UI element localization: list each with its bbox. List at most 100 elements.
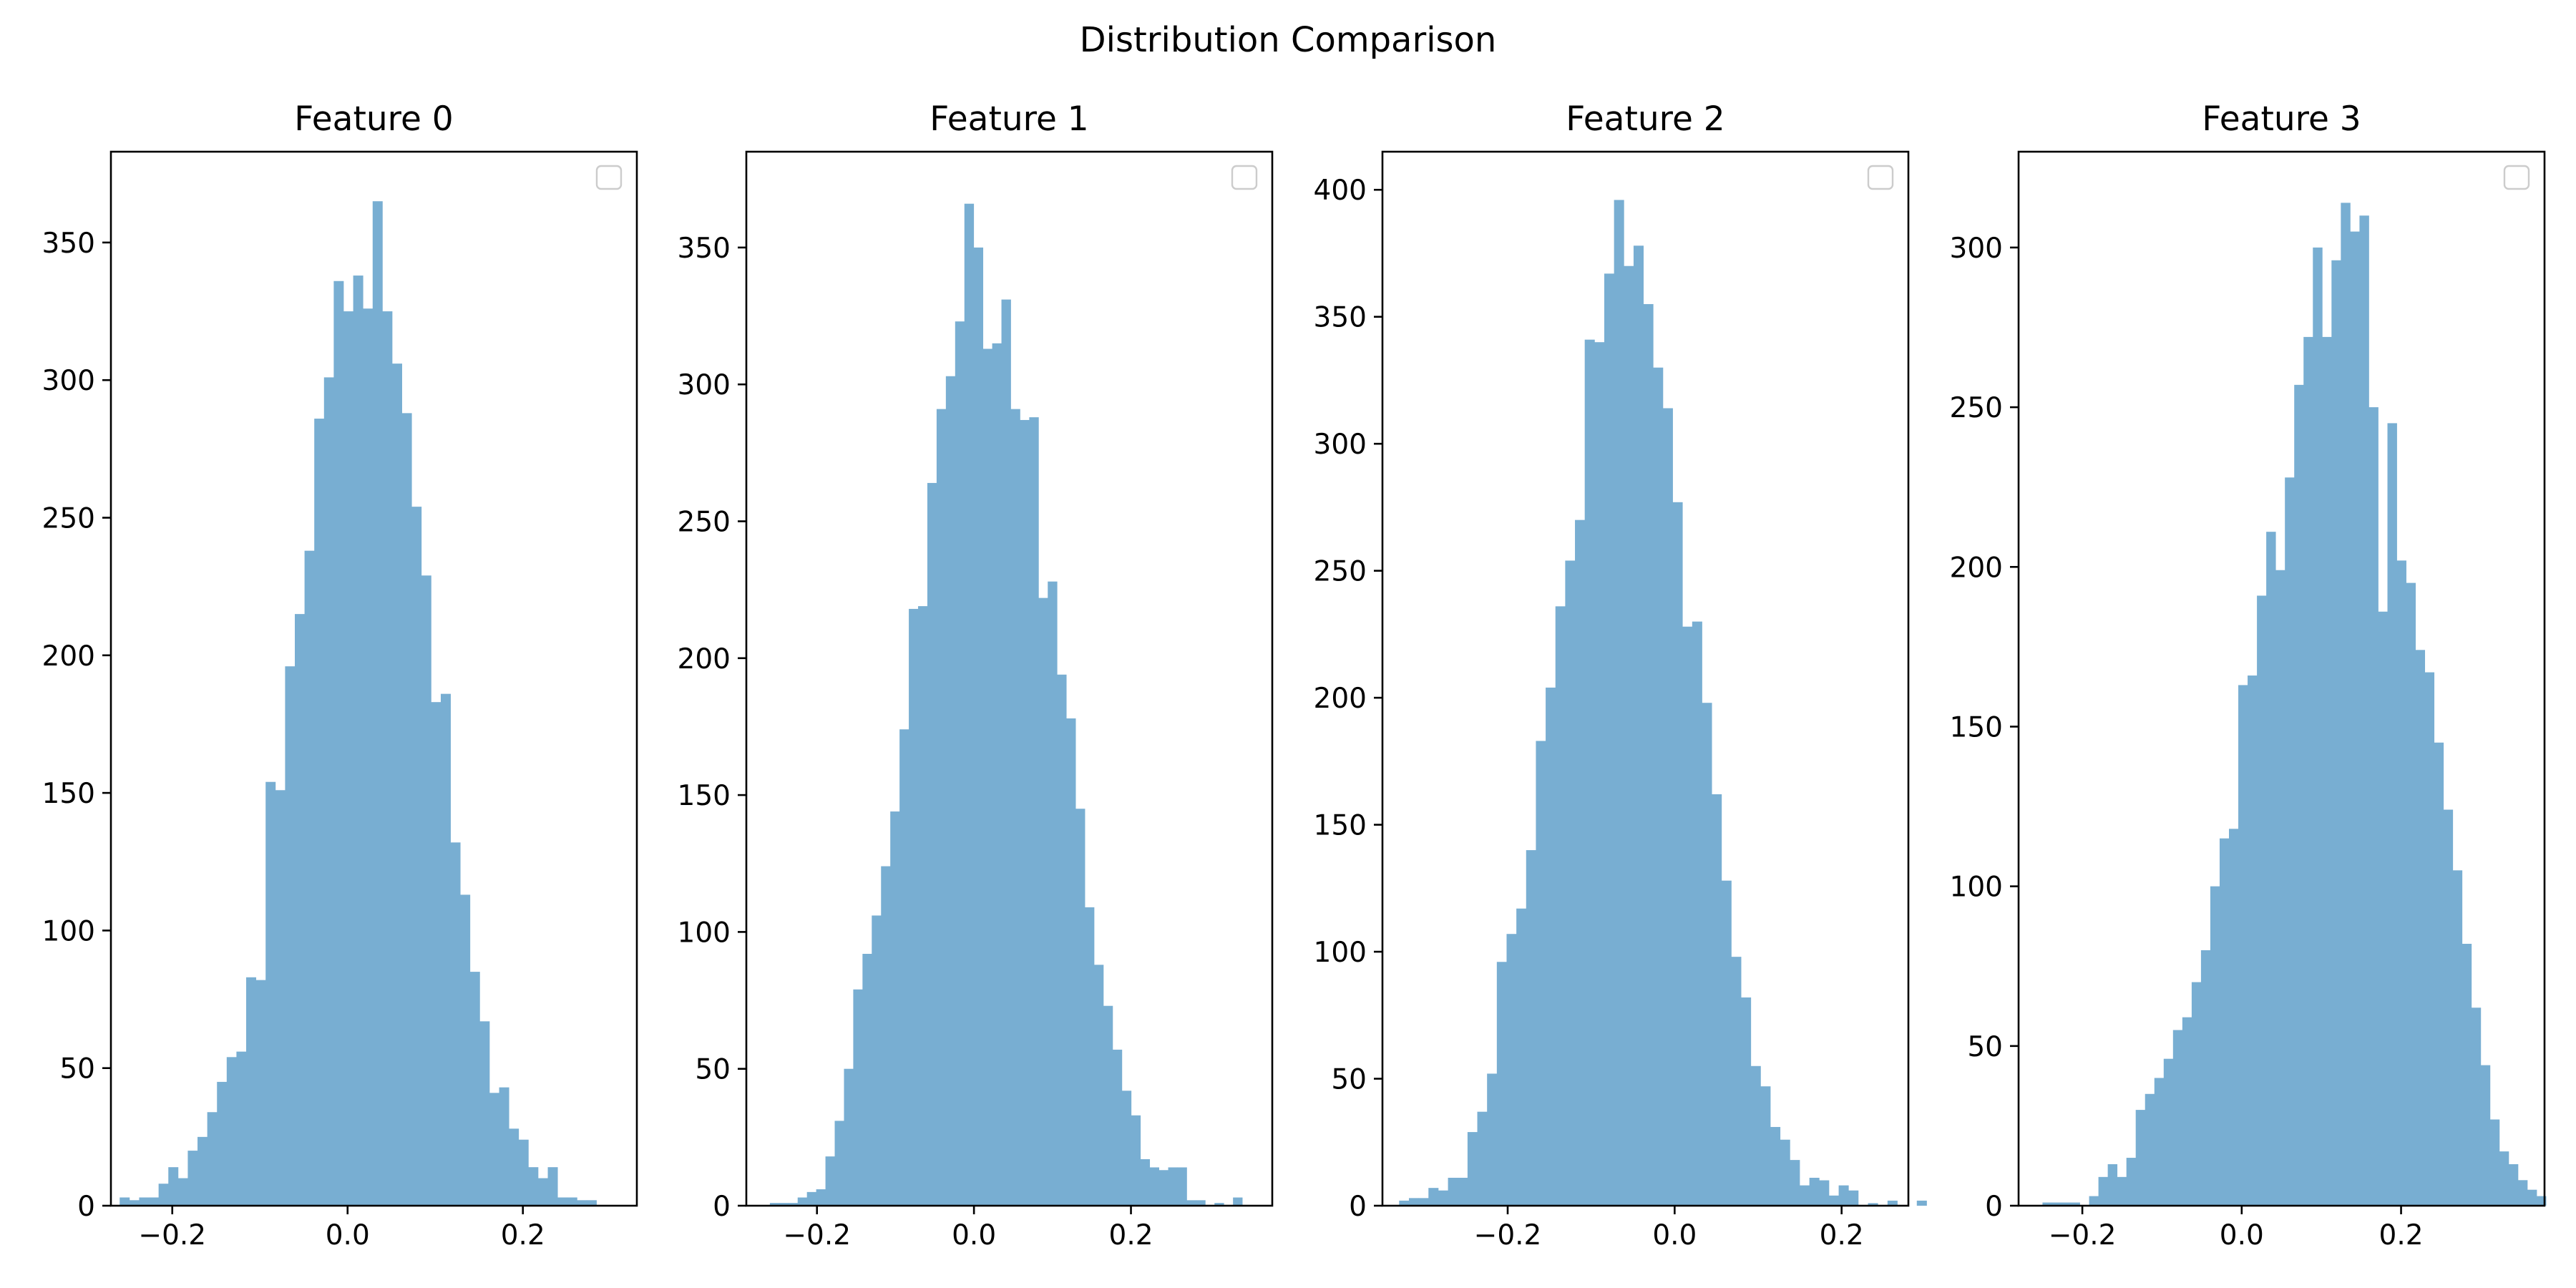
histogram-bar: [1584, 339, 1595, 1206]
histogram-bar: [1546, 687, 1556, 1206]
x-tick-label: −0.2: [783, 1219, 851, 1252]
histogram-bar: [1093, 965, 1104, 1206]
histogram-bar: [1672, 502, 1683, 1206]
x-tick-label: 0.0: [1652, 1219, 1697, 1252]
histogram-bar: [1526, 850, 1536, 1206]
y-tick-label: 50: [695, 1054, 731, 1086]
histogram-bar: [1196, 1200, 1206, 1206]
histogram-bar: [844, 1068, 854, 1206]
histogram-bar: [2182, 1017, 2192, 1206]
histogram-bar: [255, 980, 266, 1206]
histogram-bar: [2172, 1030, 2183, 1206]
histogram-bar: [1048, 581, 1058, 1206]
histogram-bar: [1057, 674, 1067, 1206]
histogram-bar: [236, 1051, 247, 1206]
histogram-bar: [168, 1167, 179, 1206]
y-tick-label: 250: [42, 503, 95, 535]
histogram-bar: [2378, 611, 2388, 1206]
histogram-bar: [197, 1136, 208, 1206]
histogram-bar: [343, 311, 353, 1206]
x-tick-label: 0.2: [1820, 1219, 1864, 1252]
x-tick-label: −0.2: [2049, 1219, 2117, 1252]
y-tick-label: 350: [42, 228, 95, 260]
histogram-bar: [1140, 1158, 1151, 1206]
histogram-bar: [1643, 303, 1654, 1206]
histogram-bar: [2480, 1065, 2491, 1206]
histogram-bar: [1149, 1167, 1159, 1206]
histogram-bar: [1731, 957, 1742, 1206]
histogram-bar: [2424, 672, 2435, 1206]
histogram-bars: [2042, 203, 2547, 1206]
histogram-bar: [2117, 1176, 2127, 1206]
x-tick-label: −0.2: [138, 1219, 206, 1252]
histogram-bar: [2042, 1202, 2052, 1206]
histogram-bar: [246, 977, 257, 1206]
legend-box: [1231, 165, 1258, 190]
histogram-bar: [450, 842, 461, 1206]
histogram-bar: [1868, 1203, 1878, 1206]
histogram-bars: [769, 203, 1243, 1206]
histogram-bar: [862, 954, 872, 1206]
histogram-bar: [2098, 1176, 2109, 1206]
histogram-bar: [769, 1203, 780, 1206]
y-tick-label: 50: [1331, 1064, 1367, 1096]
histogram-bar: [469, 972, 480, 1206]
histogram-bar: [1828, 1195, 1839, 1206]
histogram-bar: [314, 419, 325, 1206]
histogram-bar: [1438, 1190, 1448, 1206]
histogram-bar: [1075, 809, 1085, 1206]
histogram-bar: [440, 693, 451, 1206]
histogram-bar: [2313, 247, 2323, 1206]
histogram-bar: [1712, 794, 1722, 1206]
histogram-bar: [909, 608, 919, 1206]
histogram-bar: [2219, 838, 2230, 1206]
histogram-bar: [992, 343, 1002, 1206]
histogram-bar: [1066, 718, 1076, 1206]
histogram-bar: [1633, 245, 1644, 1206]
histogram-bar: [2275, 570, 2285, 1206]
histogram-bar: [955, 321, 965, 1206]
legend-box: [595, 165, 623, 190]
histogram-bar: [547, 1167, 558, 1206]
y-tick-label: 50: [1967, 1031, 2003, 1063]
histogram-bar: [2368, 407, 2379, 1206]
histogram-bar: [372, 201, 383, 1206]
histogram-bar: [431, 702, 441, 1206]
histogram-bars: [119, 201, 597, 1206]
histogram-bar: [2070, 1202, 2080, 1206]
histogram-bar: [1121, 1091, 1132, 1206]
histogram-bar: [2434, 742, 2444, 1206]
histogram-bar: [1399, 1200, 1410, 1206]
histogram-bar: [401, 413, 412, 1206]
legend-box: [1867, 165, 1894, 190]
histogram-bar: [973, 247, 984, 1206]
y-tick-label: 150: [1314, 810, 1367, 842]
histogram-bar: [557, 1197, 568, 1206]
histogram-bar: [2154, 1078, 2165, 1206]
histogram-bar: [1186, 1200, 1196, 1206]
histogram-bar: [460, 894, 471, 1206]
histogram-bar: [1496, 962, 1507, 1206]
histogram-bar: [1418, 1198, 1429, 1206]
histogram-bar: [2443, 809, 2454, 1206]
x-tick-label: 0.0: [2220, 1219, 2264, 1252]
y-tick-label: 0: [1349, 1191, 1367, 1223]
histogram-bar: [1614, 200, 1624, 1206]
panel-title: Feature 1: [930, 99, 1088, 139]
histogram-bar: [1131, 1115, 1141, 1206]
histogram-bar: [825, 1156, 835, 1206]
histogram-bar: [537, 1178, 548, 1206]
histogram-bar: [2527, 1189, 2537, 1206]
histogram-bar: [2145, 1093, 2155, 1206]
histogram-bar: [2471, 1008, 2482, 1206]
histogram-bar: [382, 311, 393, 1206]
histogram-bar: [139, 1197, 150, 1206]
x-tick-label: 0.2: [501, 1219, 545, 1252]
histogram-bar: [509, 1128, 519, 1206]
histogram-bar: [2051, 1202, 2062, 1206]
histogram-bar: [1721, 880, 1732, 1206]
histogram-bar: [1780, 1139, 1790, 1206]
histogram-bar: [1594, 342, 1605, 1206]
histogram-bar: [285, 666, 296, 1206]
